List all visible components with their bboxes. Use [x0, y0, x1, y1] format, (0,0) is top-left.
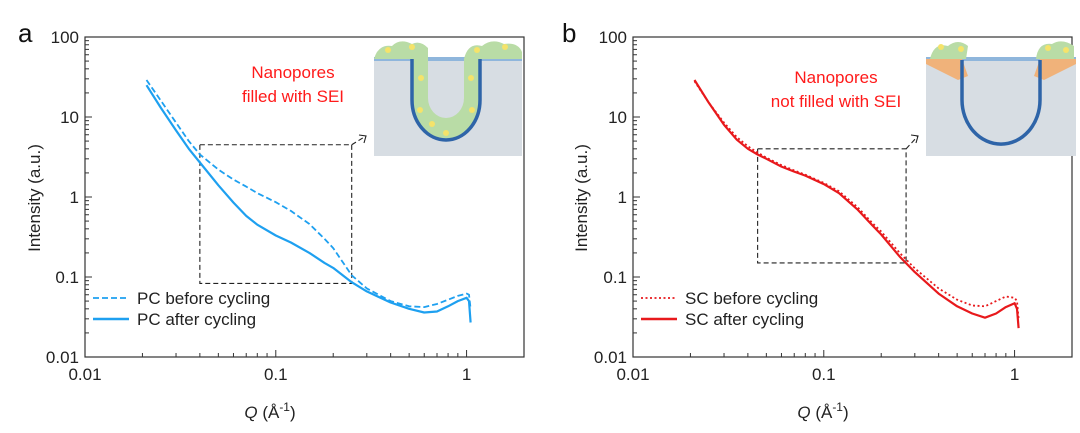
series-line-before [145, 79, 472, 309]
panel-a: a Intensity (a.u.) Q (Å-1) 0.01 0.1 10.010… [18, 18, 525, 422]
y-axis-title: Intensity (a.u.) [25, 144, 44, 252]
zoom-callout-line [351, 135, 367, 146]
x-tick-label: 0.1 [812, 365, 836, 384]
zoom-box [757, 148, 907, 264]
nanopore-inset-not-filled [926, 41, 1076, 156]
series-group [693, 79, 1020, 329]
y-tick-label: 0.1 [603, 268, 627, 287]
legend-label: SC after cycling [685, 310, 804, 329]
zoom-box [199, 144, 353, 285]
y-tick-label: 0.01 [46, 348, 79, 367]
x-tick-label: 1 [1010, 365, 1019, 384]
x-axis-title: Q (Å-1) [244, 400, 295, 422]
nanopore-inset-filled [374, 41, 522, 156]
panel-label: a [18, 18, 33, 48]
legend-label: PC after cycling [137, 310, 256, 329]
y-tick-label: 0.1 [55, 268, 79, 287]
zoom-callout-line [905, 135, 919, 150]
panel-label: b [562, 18, 576, 48]
y-tick-label: 10 [608, 108, 627, 127]
series-line-after [693, 79, 1020, 329]
y-tick-label: 10 [60, 108, 79, 127]
zoom-callout-arrowhead [358, 134, 367, 144]
series-group [145, 79, 472, 323]
y-tick-label: 1 [618, 188, 627, 207]
zoom-region [199, 134, 367, 285]
legend: PC before cycling PC after cycling [93, 289, 270, 329]
x-tick-label: 1 [462, 365, 471, 384]
zoom-callout-arrowhead [910, 134, 919, 144]
x-axis-title: Q (Å-1) [797, 400, 848, 422]
annotation-line-2: not filled with SEI [771, 92, 901, 111]
y-tick-label: 100 [51, 28, 79, 47]
series-line-after [145, 84, 472, 323]
y-axis-title: Intensity (a.u.) [572, 144, 591, 252]
axes: 0.01 0.1 1 0.01 0.1 1 10 100 [46, 28, 525, 384]
x-tick-label: 0.1 [264, 365, 288, 384]
annotation-line-1: Nanopores [251, 63, 334, 82]
legend: SC before cycling SC after cycling [641, 289, 818, 329]
panel-b: b Intensity (a.u.) Q (Å-1) 0.01 0.1 10.010… [562, 18, 1076, 422]
y-tick-label: 1 [70, 188, 79, 207]
x-tick-label: 0.01 [616, 365, 649, 384]
annotation-line-2: filled with SEI [242, 87, 344, 106]
x-tick-label: 0.01 [68, 365, 101, 384]
axes: 0.01 0.1 1 0.01 0.1 1 10 100 [594, 28, 1073, 384]
series-line-before [693, 80, 1020, 319]
zoom-region [757, 134, 919, 264]
legend-label: PC before cycling [137, 289, 270, 308]
y-tick-label: 0.01 [594, 348, 627, 367]
legend-label: SC before cycling [685, 289, 818, 308]
y-tick-label: 100 [599, 28, 627, 47]
annotation-line-1: Nanopores [794, 68, 877, 87]
